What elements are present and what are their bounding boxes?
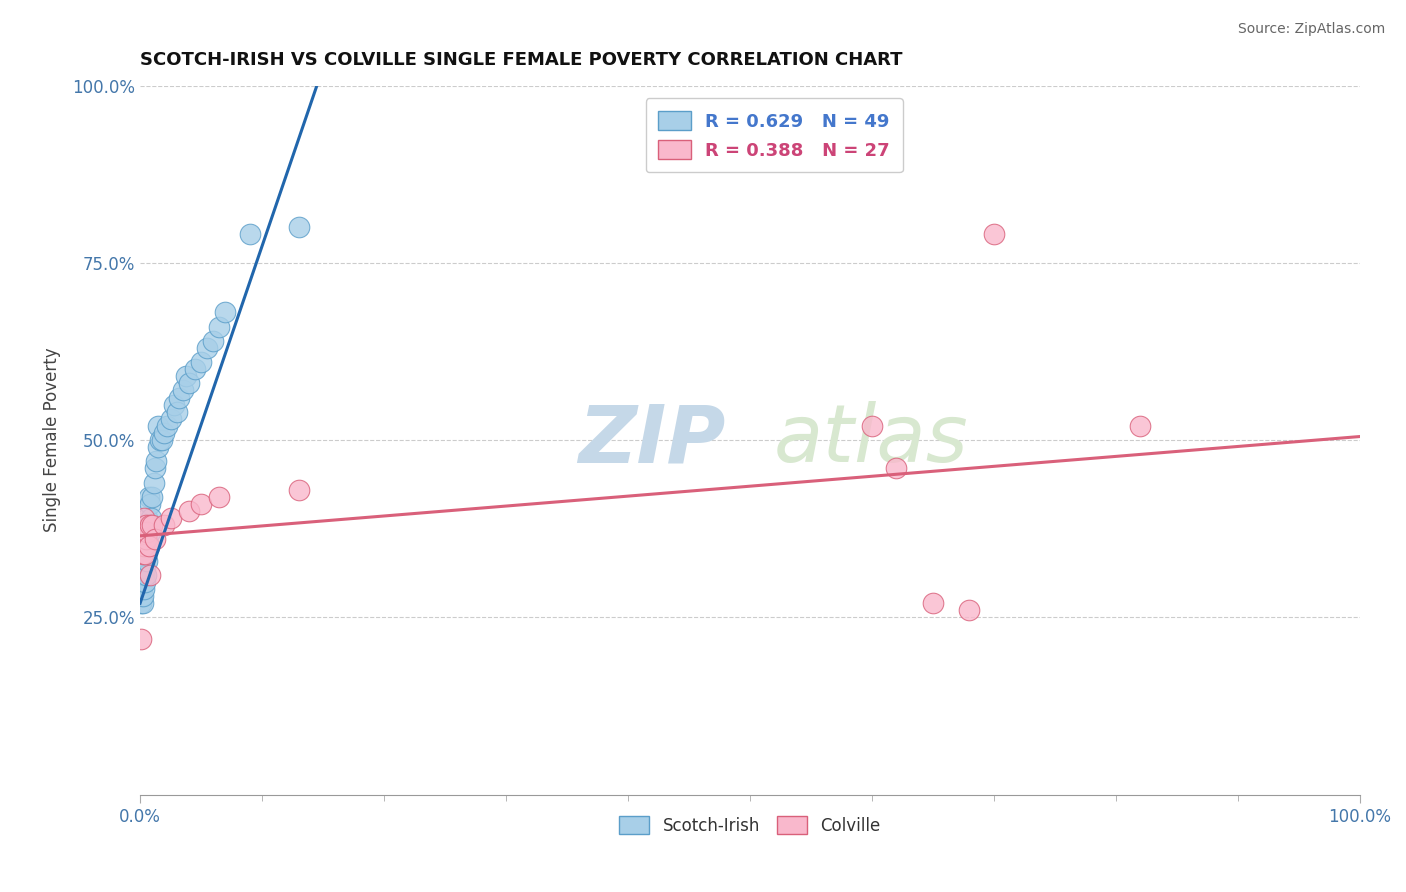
Point [884,461,907,475]
Point [132,554,155,568]
Point [132,567,155,582]
Y-axis label: Single Female Poverty: Single Female Poverty [44,348,60,533]
Point [142,475,165,490]
Point [131,582,153,596]
Point [135,567,157,582]
Point [983,227,1005,242]
Point [131,589,153,603]
Point [148,418,170,433]
Point [177,504,200,518]
Text: ZIP: ZIP [578,401,725,479]
Point [135,518,157,533]
Point [177,376,200,391]
Point [184,362,207,376]
Point [145,454,167,468]
Point [921,596,943,610]
Point [139,567,162,582]
Point [172,384,194,398]
Point [167,391,190,405]
Point [131,547,153,561]
Point [214,305,236,319]
Text: Source: ZipAtlas.com: Source: ZipAtlas.com [1237,22,1385,37]
Point [150,433,173,447]
Point [208,490,231,504]
Point [957,603,980,617]
Point [143,461,166,475]
Text: SCOTCH-IRISH VS COLVILLE SINGLE FEMALE POVERTY CORRELATION CHART: SCOTCH-IRISH VS COLVILLE SINGLE FEMALE P… [141,51,903,69]
Point [131,596,153,610]
Point [136,533,159,547]
Point [153,518,176,533]
Point [176,369,198,384]
Point [138,518,160,533]
Point [138,540,160,554]
Point [159,412,181,426]
Point [208,319,231,334]
Point [1129,418,1152,433]
Point [190,355,212,369]
Point [135,533,157,547]
Point [141,490,163,504]
Point [139,511,162,525]
Legend: Scotch-Irish, Colville: Scotch-Irish, Colville [612,808,889,843]
Point [141,518,163,533]
Point [131,632,153,646]
Point [287,483,309,497]
Point [149,433,172,447]
Point [143,533,166,547]
Point [132,582,155,596]
Point [136,554,159,568]
Point [135,533,157,547]
Point [138,540,160,554]
Point [860,418,883,433]
Point [136,511,159,525]
Point [156,418,179,433]
Point [131,596,153,610]
Point [131,533,153,547]
Point [132,540,155,554]
Point [134,547,156,561]
Point [136,525,159,540]
Point [131,574,153,589]
Point [190,497,212,511]
Point [132,511,155,525]
Point [163,398,186,412]
Point [139,518,162,533]
Point [131,525,153,540]
Point [135,547,157,561]
Point [153,425,176,440]
Point [239,227,262,242]
Point [287,220,309,235]
Point [148,440,170,454]
Point [134,547,156,561]
Point [131,589,153,603]
Point [159,511,181,525]
Point [202,334,225,348]
Point [134,574,156,589]
Point [166,405,188,419]
Point [139,525,162,540]
Text: atlas: atlas [775,401,969,479]
Point [134,561,156,575]
Point [195,341,218,355]
Point [139,497,162,511]
Point [138,490,160,504]
